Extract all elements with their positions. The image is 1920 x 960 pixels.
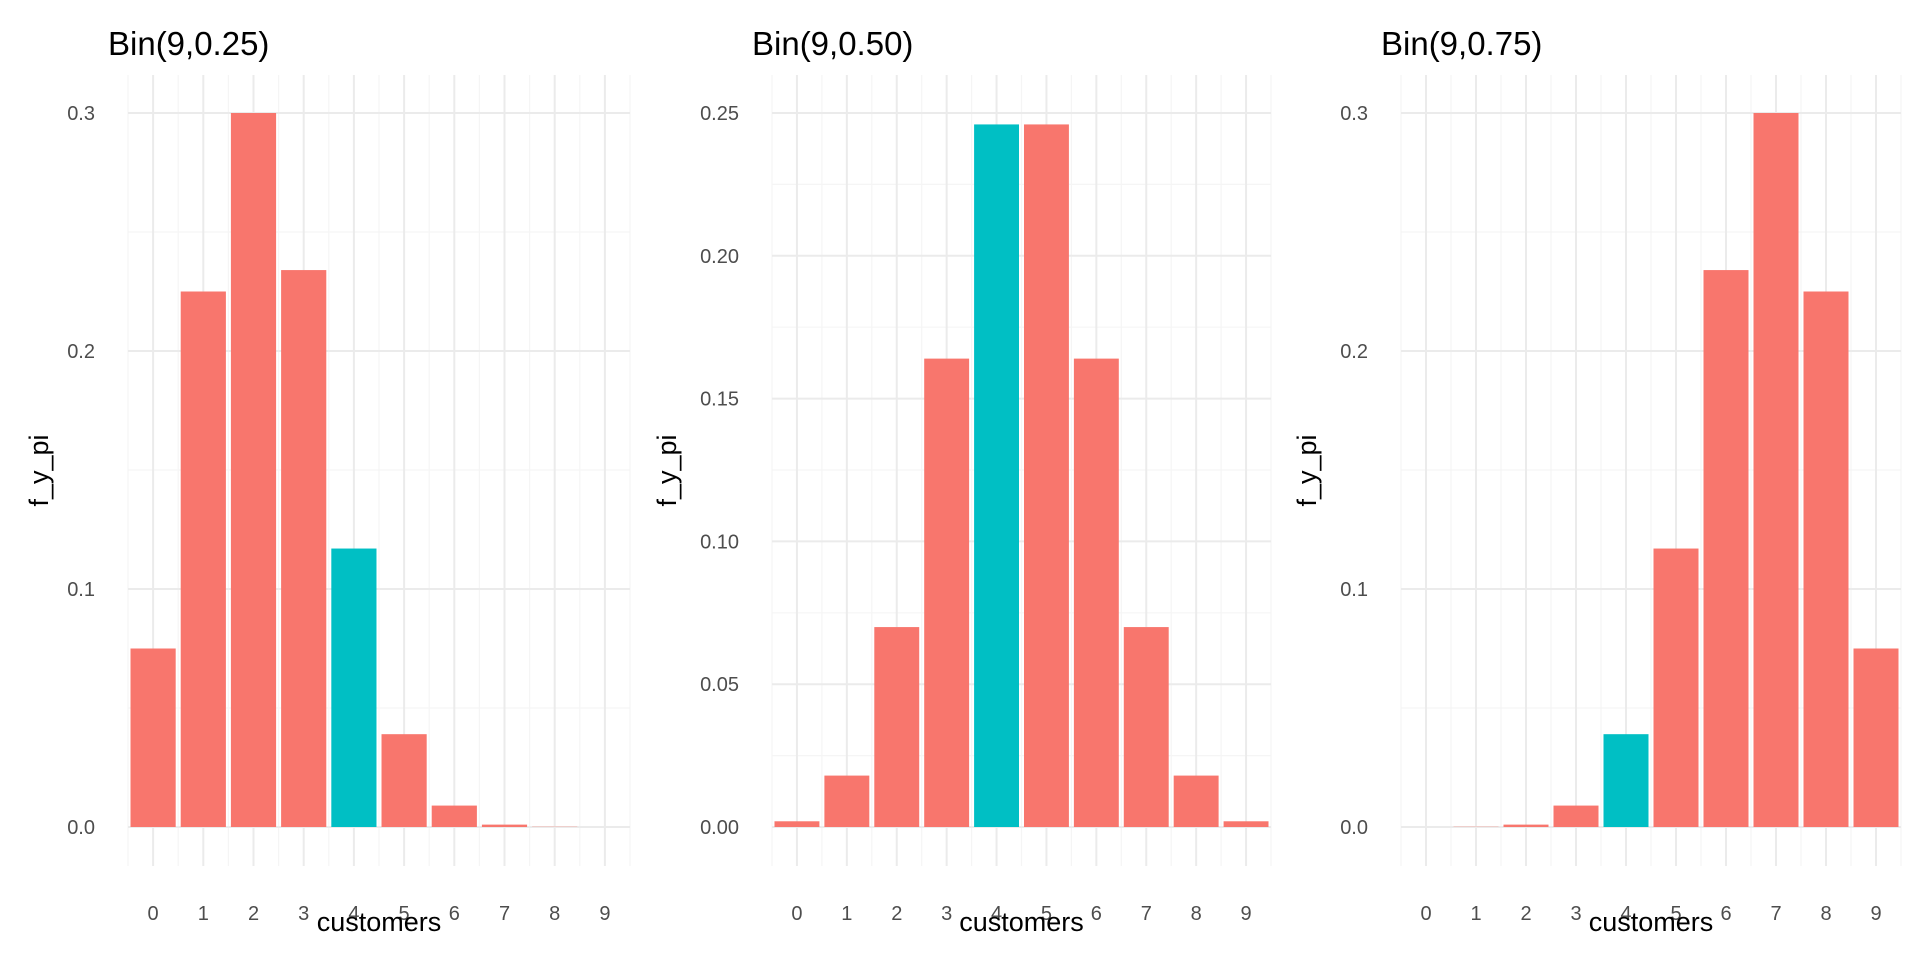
bar-0 <box>130 648 176 827</box>
bar-9 <box>1223 821 1269 827</box>
x-tick-label: 3 <box>298 903 309 925</box>
y-tick-label: 0.2 <box>67 341 95 363</box>
y-tick-label: 0.05 <box>700 674 739 696</box>
y-tick-label: 0.10 <box>700 531 739 553</box>
y-axis-label: f_y_pi <box>1292 434 1322 506</box>
bar-3 <box>924 358 970 827</box>
y-tick-label: 0.15 <box>700 389 739 411</box>
x-tick-label: 7 <box>1141 903 1152 925</box>
bar-3 <box>1553 805 1599 827</box>
bar-5 <box>1653 548 1699 827</box>
x-tick-label: 3 <box>941 903 952 925</box>
x-tick-label: 7 <box>1770 903 1781 925</box>
chart-title: Bin(9,0.50) <box>752 25 913 62</box>
bar-1 <box>824 775 870 827</box>
y-tick-label: 0.1 <box>67 579 95 601</box>
bar-7 <box>1123 627 1169 827</box>
x-axis-label: customers <box>959 907 1084 937</box>
bar-2 <box>874 627 920 827</box>
bar-4 <box>1603 734 1649 827</box>
bar-7 <box>481 824 528 827</box>
bar-2 <box>1503 824 1549 827</box>
panel-3: 0.0 0.1 0.2 0.3 0 1 2 3 4 5 6 7 8 9 customers f_y_pi Bin… <box>1292 25 1902 937</box>
y-tick-label: 0.3 <box>1340 103 1368 125</box>
x-tick-label: 4 <box>991 903 1002 925</box>
x-tick-label: 9 <box>599 903 610 925</box>
x-tick-label: 1 <box>841 903 852 925</box>
x-tick-label: 2 <box>891 903 902 925</box>
y-tick-label: 0.20 <box>700 246 739 268</box>
y-axis-label: f_y_pi <box>24 434 54 506</box>
bar-5 <box>1023 124 1069 827</box>
x-tick-label: 8 <box>1191 903 1202 925</box>
x-tick-label: 4 <box>1620 903 1631 925</box>
bar-2 <box>230 113 277 827</box>
x-tick-label: 1 <box>1470 903 1481 925</box>
x-tick-label: 9 <box>1240 903 1251 925</box>
x-tick-label: 2 <box>1520 903 1531 925</box>
bar-6 <box>1073 358 1119 827</box>
bar-1 <box>180 291 226 827</box>
y-tick-label: 0.0 <box>67 817 95 839</box>
bar-9 <box>1853 648 1899 827</box>
bar-6 <box>431 805 477 827</box>
x-axis-label: customers <box>1589 907 1714 937</box>
bar-5 <box>381 734 427 827</box>
chart-title: Bin(9,0.25) <box>108 25 269 62</box>
y-axis-label: f_y_pi <box>652 434 682 506</box>
bar-6 <box>1703 270 1749 828</box>
bar-8 <box>1803 291 1849 827</box>
panel-2: 0.00 0.05 0.10 0.15 0.20 0.25 0 1 2 3 4 5 6 7 8 9 custom… <box>652 25 1272 937</box>
chart-title: Bin(9,0.75) <box>1381 25 1542 62</box>
panel-1: 0.0 0.1 0.2 0.3 0 1 2 3 4 5 6 7 8 9 customers f_y_pi Bin… <box>24 25 631 937</box>
y-tick-label: 0.1 <box>1340 579 1368 601</box>
y-tick-label: 0.3 <box>67 103 95 125</box>
bar-4 <box>974 124 1020 827</box>
x-tick-label: 8 <box>549 903 560 925</box>
y-tick-label: 0.2 <box>1340 341 1368 363</box>
y-tick-label: 0.25 <box>700 103 739 125</box>
x-tick-label: 6 <box>1091 903 1102 925</box>
x-tick-label: 4 <box>348 903 359 925</box>
y-tick-label: 0.00 <box>700 817 739 839</box>
x-tick-label: 0 <box>148 903 159 925</box>
x-tick-label: 0 <box>791 903 802 925</box>
x-tick-label: 2 <box>248 903 259 925</box>
bar-3 <box>281 270 327 828</box>
x-axis-label: customers <box>317 907 442 937</box>
x-tick-label: 0 <box>1420 903 1431 925</box>
x-tick-label: 8 <box>1820 903 1831 925</box>
bar-8 <box>1173 775 1219 827</box>
x-tick-label: 6 <box>1720 903 1731 925</box>
x-tick-label: 1 <box>198 903 209 925</box>
y-tick-label: 0.0 <box>1340 817 1368 839</box>
x-tick-label: 7 <box>499 903 510 925</box>
x-tick-label: 5 <box>1670 903 1681 925</box>
x-tick-label: 5 <box>399 903 410 925</box>
bar-7 <box>1753 113 1799 827</box>
x-tick-label: 5 <box>1041 903 1052 925</box>
x-tick-label: 3 <box>1570 903 1581 925</box>
bar-4 <box>331 548 377 827</box>
bar-0 <box>774 821 820 827</box>
x-tick-label: 6 <box>449 903 460 925</box>
x-tick-label: 9 <box>1870 903 1881 925</box>
